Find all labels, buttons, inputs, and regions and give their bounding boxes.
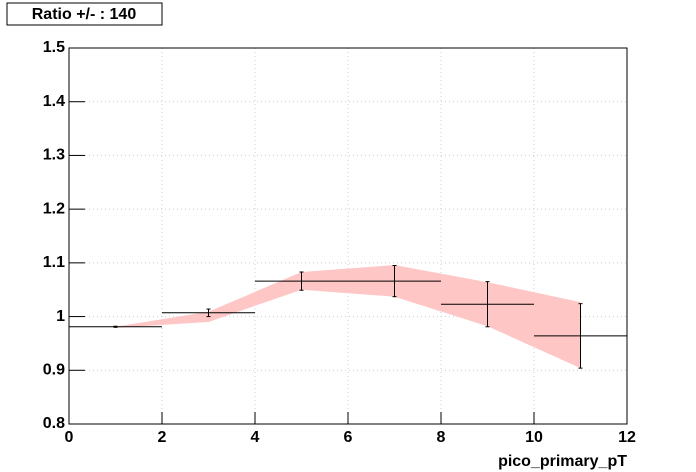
y-tick-label: 1.5: [43, 39, 65, 56]
y-tick-label: 0.9: [43, 362, 65, 379]
x-tick-label: 12: [618, 429, 636, 446]
uncertainty-band: [115, 265, 581, 369]
x-tick-label: 2: [158, 429, 167, 446]
x-tick-label: 0: [65, 429, 74, 446]
y-tick-label: 1.3: [43, 147, 65, 164]
x-tick-label: 8: [437, 429, 446, 446]
x-tick-label: 6: [344, 429, 353, 446]
x-axis-label: pico_primary_pT: [498, 453, 627, 470]
y-tick-label: 1: [56, 308, 65, 325]
x-tick-label: 4: [251, 429, 260, 446]
chart-title: Ratio +/- : 140: [32, 6, 137, 23]
y-tick-label: 1.2: [43, 200, 65, 217]
y-tick-label: 1.4: [43, 93, 65, 110]
title-box: [6, 2, 163, 26]
x-tick-label: 10: [525, 429, 543, 446]
y-tick-label: 1.1: [43, 254, 65, 271]
y-tick-label: 0.8: [43, 415, 65, 432]
